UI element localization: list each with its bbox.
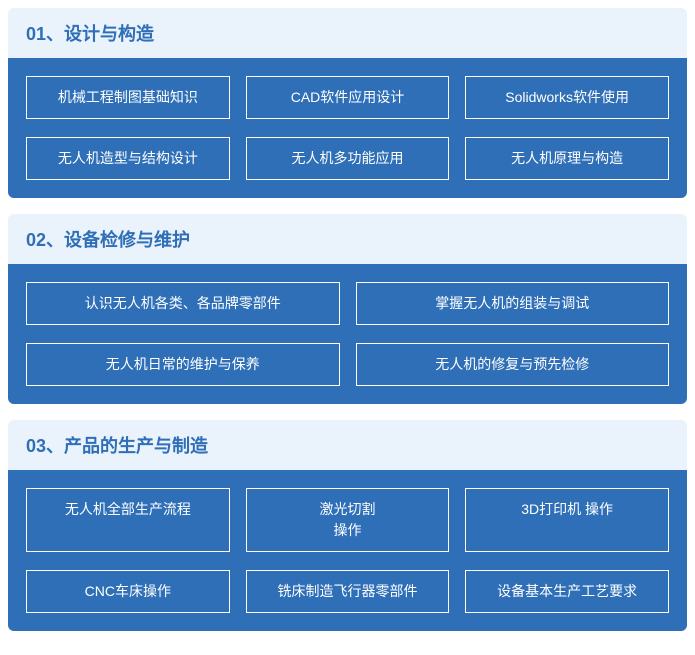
topic-chip: 3D打印机 操作 xyxy=(465,488,669,552)
topic-chip: 无人机造型与结构设计 xyxy=(26,137,230,180)
section: 03、产品的生产与制造无人机全部生产流程激光切割 操作3D打印机 操作 CNC车床… xyxy=(8,420,687,631)
topic-chip: 认识无人机各类、各品牌零部件 xyxy=(26,282,340,325)
curriculum-list: 01、设计与构造机械工程制图基础知识 CAD软件应用设计 Solidworks软件使… xyxy=(8,8,687,631)
topic-chip: 无人机日常的维护与保养 xyxy=(26,343,340,386)
section-body: 无人机全部生产流程激光切割 操作3D打印机 操作 CNC车床操作铣床制造飞行器零部… xyxy=(8,470,687,631)
topic-chip: 无人机原理与构造 xyxy=(465,137,669,180)
topic-chip: 激光切割 操作 xyxy=(246,488,450,552)
topic-chip: 无人机全部生产流程 xyxy=(26,488,230,552)
section: 01、设计与构造机械工程制图基础知识 CAD软件应用设计 Solidworks软件使… xyxy=(8,8,687,198)
section-title: 01、设计与构造 xyxy=(8,8,687,58)
section-body: 认识无人机各类、各品牌零部件掌握无人机的组装与调试无人机日常的维护与保养无人机的… xyxy=(8,264,687,404)
topic-chip: CAD软件应用设计 xyxy=(246,76,450,119)
section-title: 03、产品的生产与制造 xyxy=(8,420,687,470)
topic-chip: 设备基本生产工艺要求 xyxy=(465,570,669,613)
section-body: 机械工程制图基础知识 CAD软件应用设计 Solidworks软件使用无人机造型与结… xyxy=(8,58,687,198)
topic-chip: 无人机的修复与预先检修 xyxy=(356,343,670,386)
topic-chip: CNC车床操作 xyxy=(26,570,230,613)
topic-chip: Solidworks软件使用 xyxy=(465,76,669,119)
section: 02、设备检修与维护认识无人机各类、各品牌零部件掌握无人机的组装与调试无人机日常… xyxy=(8,214,687,404)
topic-chip: 机械工程制图基础知识 xyxy=(26,76,230,119)
topic-chip: 无人机多功能应用 xyxy=(246,137,450,180)
topic-chip: 掌握无人机的组装与调试 xyxy=(356,282,670,325)
section-title: 02、设备检修与维护 xyxy=(8,214,687,264)
topic-chip: 铣床制造飞行器零部件 xyxy=(246,570,450,613)
